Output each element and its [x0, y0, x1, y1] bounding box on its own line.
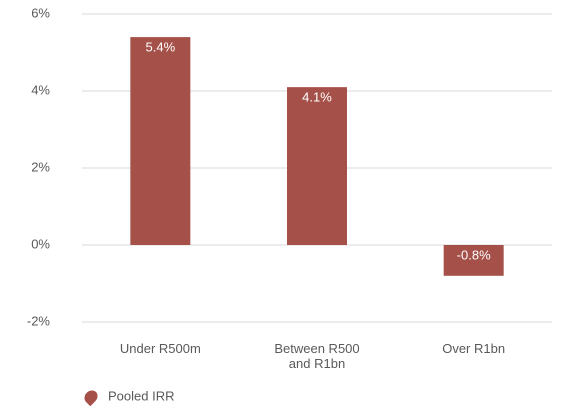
y-tick-label: -2%	[27, 313, 51, 328]
bar	[443, 245, 504, 276]
bar	[287, 87, 347, 246]
legend-marker	[84, 390, 98, 407]
x-tick-label: Over R1bn	[442, 341, 506, 356]
y-tick-label: 4%	[31, 82, 50, 97]
x-tick-label: Between R500 and R1bn	[274, 341, 360, 371]
data-label: 4.1%	[302, 90, 332, 105]
data-label: -0.8%	[457, 247, 491, 262]
legend-label: Pooled IRR	[108, 388, 174, 403]
y-tick-label: 2%	[31, 159, 50, 174]
y-tick-label: 6%	[31, 5, 50, 20]
bar	[130, 37, 191, 245]
x-tick-label: Under R500m	[119, 341, 201, 356]
data-label: 5.4%	[146, 40, 176, 55]
y-tick-label: 0%	[31, 236, 50, 251]
